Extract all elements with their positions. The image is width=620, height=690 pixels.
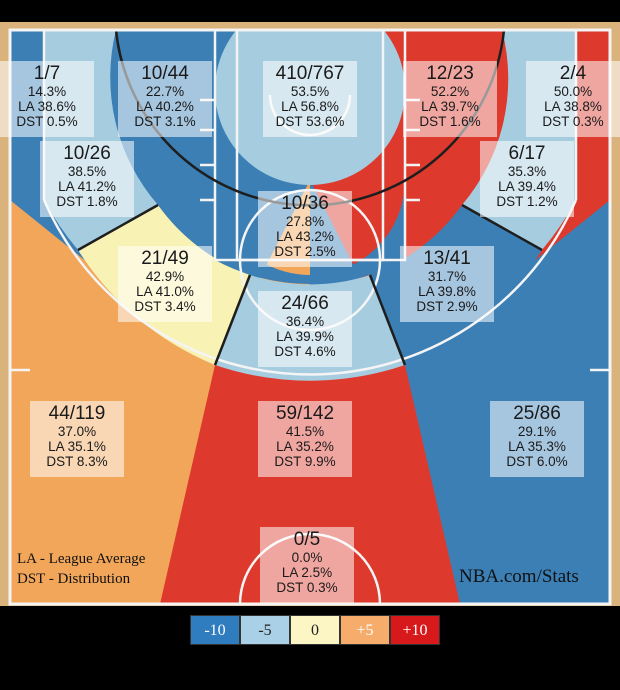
- zone-label-left-elbow-mid: 21/49 42.9% LA 41.0% DST 3.4%: [118, 246, 212, 322]
- zone-pct: 29.1%: [517, 424, 557, 439]
- zone-made: 6/17: [508, 143, 546, 164]
- zone-label-left-wing-above-break-3: 44/119 37.0% LA 35.1% DST 8.3%: [30, 401, 124, 477]
- zone-pct: 31.7%: [427, 269, 467, 284]
- zone-pct: 52.2%: [430, 84, 470, 99]
- zone-dst: DST 2.5%: [274, 244, 336, 259]
- zone-pct: 37.0%: [57, 424, 97, 439]
- zone-pct: 42.9%: [145, 269, 185, 284]
- zone-label-right-wing-above-break-3: 25/86 29.1% LA 35.3% DST 6.0%: [490, 401, 584, 477]
- zone-la: LA 39.4%: [498, 179, 556, 194]
- zone-dst: DST 0.5%: [16, 114, 78, 129]
- zone-made: 410/767: [275, 63, 345, 84]
- zone-pct: 38.5%: [67, 164, 107, 179]
- zone-dst: DST 1.6%: [419, 114, 481, 129]
- zone-pct: 53.5%: [290, 84, 330, 99]
- footnote-league-average: LA - League Average: [17, 551, 146, 567]
- zone-made: 10/44: [141, 63, 189, 84]
- zone-made: 1/7: [33, 63, 61, 84]
- zone-made: 10/36: [281, 193, 329, 214]
- zone-dst: DST 4.6%: [274, 344, 336, 359]
- zone-dst: DST 3.4%: [134, 299, 196, 314]
- zone-la: LA 39.8%: [418, 284, 476, 299]
- legend-swatch: -10: [190, 615, 240, 645]
- zone-la: LA 35.1%: [48, 439, 106, 454]
- zone-la: LA 40.2%: [136, 99, 194, 114]
- zone-la: LA 2.5%: [281, 565, 333, 580]
- zone-pct: 22.7%: [145, 84, 185, 99]
- zone-pct: 27.8%: [285, 214, 325, 229]
- zone-la: LA 38.6%: [18, 99, 76, 114]
- legend-swatch: -5: [240, 615, 290, 645]
- footnote-distribution: DST - Distribution: [17, 571, 131, 587]
- zone-made: 0/5: [293, 529, 321, 550]
- zone-label-paint: 10/36 27.8% LA 43.2% DST 2.5%: [258, 191, 352, 267]
- zone-label-top-key-mid: 24/66 36.4% LA 39.9% DST 4.6%: [258, 291, 352, 367]
- zone-dst: DST 2.9%: [416, 299, 478, 314]
- zone-made: 2/4: [559, 63, 587, 84]
- zone-made: 59/142: [275, 403, 335, 424]
- zone-la: LA 56.8%: [281, 99, 339, 114]
- zone-la: LA 39.9%: [276, 329, 334, 344]
- zone-dst: DST 1.2%: [496, 194, 558, 209]
- zone-la: LA 41.2%: [58, 179, 116, 194]
- zone-dst: DST 1.8%: [56, 194, 118, 209]
- legend-swatch: +10: [390, 615, 440, 645]
- zone-label-left-baseline-mid: 10/26 38.5% LA 41.2% DST 1.8%: [40, 141, 134, 217]
- brand-watermark: NBA.com/Stats: [459, 566, 579, 587]
- zone-dst: DST 53.6%: [275, 114, 345, 129]
- zone-label-right-baseline-mid: 6/17 35.3% LA 39.4% DST 1.2%: [480, 141, 574, 217]
- zone-label-right-corner-3: 2/4 50.0% LA 38.8% DST 0.3%: [526, 61, 620, 137]
- legend-swatch: +5: [340, 615, 390, 645]
- zone-label-right-wing-3: 12/23 52.2% LA 39.7% DST 1.6%: [403, 61, 497, 137]
- zone-made: 10/26: [63, 143, 111, 164]
- zone-pct: 14.3%: [27, 84, 67, 99]
- zone-dst: DST 9.9%: [274, 454, 336, 469]
- legend-swatch: 0: [290, 615, 340, 645]
- zone-label-left-corner-3: 1/7 14.3% LA 38.6% DST 0.5%: [0, 61, 94, 137]
- zone-dst: DST 0.3%: [276, 580, 338, 595]
- zone-made: 13/41: [423, 248, 471, 269]
- zone-dst: DST 6.0%: [506, 454, 568, 469]
- zone-pct: 41.5%: [285, 424, 325, 439]
- zone-pct: 35.3%: [507, 164, 547, 179]
- zone-label-left-wing-3: 10/44 22.7% LA 40.2% DST 3.1%: [118, 61, 212, 137]
- zone-made: 12/23: [426, 63, 474, 84]
- zone-made: 21/49: [141, 248, 189, 269]
- zone-la: LA 35.3%: [508, 439, 566, 454]
- zone-dst: DST 3.1%: [134, 114, 196, 129]
- zone-label-top-key-3: 59/142 41.5% LA 35.2% DST 9.9%: [258, 401, 352, 477]
- zone-pct: 50.0%: [553, 84, 593, 99]
- zone-la: LA 43.2%: [276, 229, 334, 244]
- zone-pct: 0.0%: [291, 550, 323, 565]
- zone-pct: 36.4%: [285, 314, 325, 329]
- zone-made: 44/119: [48, 403, 106, 424]
- zone-la: LA 39.7%: [421, 99, 479, 114]
- zone-dst: DST 8.3%: [46, 454, 108, 469]
- zone-la: LA 35.2%: [276, 439, 334, 454]
- zone-la: LA 38.8%: [544, 99, 602, 114]
- zone-dst: DST 0.3%: [542, 114, 604, 129]
- zone-la: LA 41.0%: [136, 284, 194, 299]
- zone-made: 24/66: [281, 293, 329, 314]
- color-legend: -10 -5 0 +5 +10: [190, 615, 440, 645]
- zone-label-restricted-area: 410/767 53.5% LA 56.8% DST 53.6%: [263, 61, 357, 137]
- zone-top-key-3: [160, 365, 460, 604]
- zone-made: 25/86: [513, 403, 561, 424]
- zone-label-backcourt: 0/5 0.0% LA 2.5% DST 0.3%: [260, 527, 354, 603]
- zone-label-right-elbow-mid: 13/41 31.7% LA 39.8% DST 2.9%: [400, 246, 494, 322]
